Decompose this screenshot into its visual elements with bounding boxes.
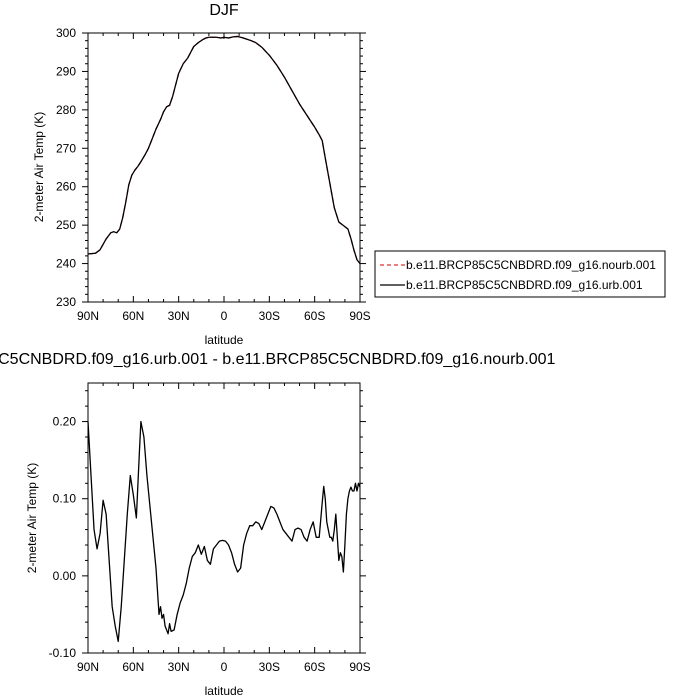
legend-box — [374, 250, 666, 298]
top-chart: DJF 90N 60N 30N 0 30S 60S 90S 2302402502602702… — [32, 2, 666, 347]
bottom-y-axis: -0.10 0.00 0.10 0.20 — [49, 390, 366, 660]
bottom-plot-frame — [87, 382, 361, 654]
top-plot-frame — [87, 32, 361, 303]
bottom-y-axis-label: 2-meter Air Temp (K) — [25, 463, 39, 573]
bottom-series-line-0 — [87, 420, 361, 643]
top-chart-title: DJF — [209, 2, 239, 19]
legend-label-urb: b.e11.BRCP85C5CNBDRD.f09_g16.urb.001 — [406, 278, 643, 292]
top-x-tick-label: 30S — [259, 309, 280, 323]
top-y-tick-label: 240 — [56, 257, 76, 271]
bottom-x-tick-label: 90N — [77, 660, 99, 674]
top-y-tick-label: 230 — [56, 295, 76, 309]
bottom-y-tick-label: 0.10 — [53, 492, 77, 506]
top-y-tick-label: 300 — [56, 26, 76, 40]
top-y-tick-label: 270 — [56, 141, 76, 155]
top-x-tick-label: 90S — [349, 309, 370, 323]
top-series-line-0 — [87, 35, 361, 264]
legend-label-nourb: b.e11.BRCP85C5CNBDRD.f09_g16.nourb.001 — [406, 258, 656, 272]
bottom-chart-title: b.e11.BRCP85C5CNBDRD.f09_g16.urb.001 - b… — [0, 351, 556, 368]
top-y-tick-label: 290 — [56, 64, 76, 78]
bottom-x-tick-label: 30N — [168, 660, 190, 674]
top-series-line-1 — [87, 35, 361, 264]
top-y-tick-label: 280 — [56, 103, 76, 117]
bottom-x-tick-label: 30S — [259, 660, 280, 674]
bottom-y-tick-label: -0.10 — [49, 646, 77, 660]
bottom-x-tick-label: 60S — [304, 660, 325, 674]
top-x-axis-label: latitude — [205, 333, 244, 347]
bottom-y-tick-label: 0.20 — [53, 415, 77, 429]
bottom-series-group — [87, 420, 361, 643]
bottom-x-tick-label: 60N — [122, 660, 144, 674]
top-x-tick-label: 90N — [77, 309, 99, 323]
top-x-tick-label: 60N — [122, 309, 144, 323]
bottom-x-tick-label: 90S — [349, 660, 370, 674]
bottom-x-axis-label: latitude — [205, 684, 244, 698]
top-x-tick-label: 30N — [168, 309, 190, 323]
bottom-x-tick-label: 0 — [221, 660, 228, 674]
top-x-axis: 90N 60N 30N 0 30S 60S 90S — [77, 33, 371, 323]
top-series-group — [87, 35, 361, 264]
bottom-chart: b.e11.BRCP85C5CNBDRD.f09_g16.urb.001 - b… — [0, 351, 556, 698]
top-y-axis: 230 240 250 260 270 280 290 300 — [56, 26, 366, 309]
top-x-tick-label: 60S — [304, 309, 325, 323]
top-x-tick-label: 0 — [221, 309, 228, 323]
top-y-tick-label: 250 — [56, 218, 76, 232]
bottom-y-tick-label: 0.00 — [53, 569, 77, 583]
top-y-axis-label: 2-meter Air Temp (K) — [32, 112, 46, 222]
bottom-x-axis: 90N 60N 30N 0 30S 60S 90S — [77, 383, 371, 674]
top-y-tick-label: 260 — [56, 180, 76, 194]
legend: b.e11.BRCP85C5CNBDRD.f09_g16.nourb.001 b… — [374, 250, 666, 298]
